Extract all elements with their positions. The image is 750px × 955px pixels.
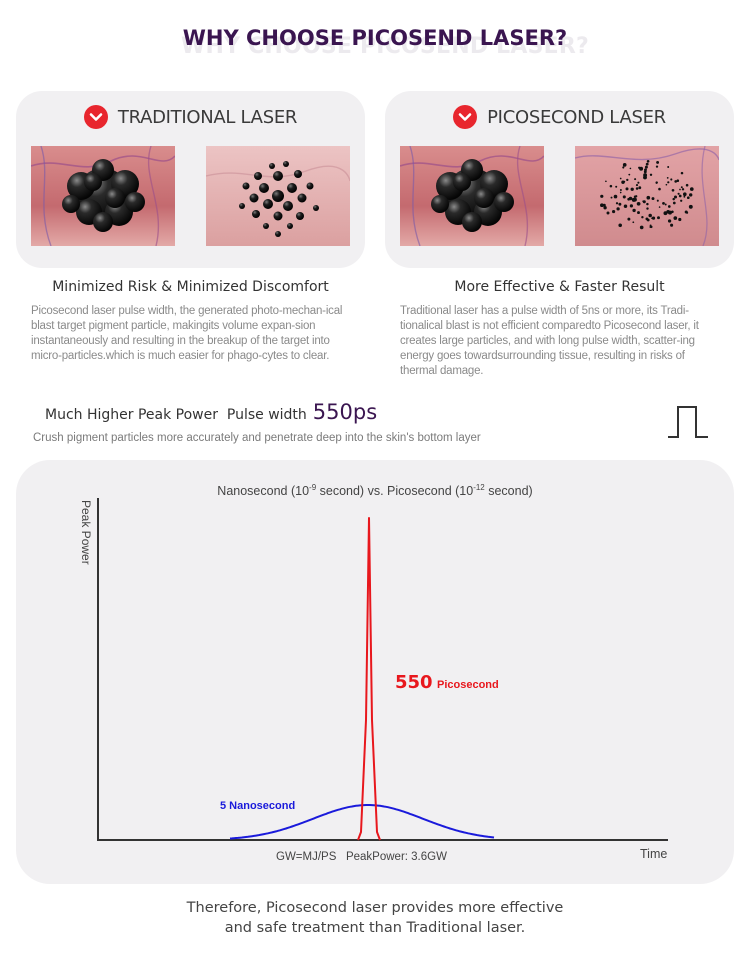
chart-title: Nanosecond (10-9 second) vs. Picosecond … xyxy=(217,483,532,498)
card-title: TRADITIONAL LASER xyxy=(117,106,298,128)
x-circle-icon xyxy=(83,105,108,129)
skin-large-particles-image xyxy=(400,146,544,246)
traditional-laser-card: TRADITIONAL LASER xyxy=(16,91,365,268)
conclusion-text: Therefore, Picosecond laser provides mor… xyxy=(0,898,750,938)
picosecond-unit-label: Picosecond xyxy=(437,679,499,691)
skin-fine-particles-image xyxy=(575,146,719,246)
card-title: PICOSECOND LASER xyxy=(487,106,666,128)
conclusion-line-2: and safe treatment than Traditional lase… xyxy=(224,920,526,936)
page-title: WHY CHOOSE PICOSEND LASER? xyxy=(182,26,568,50)
card-header: PICOSECOND LASER xyxy=(385,105,734,131)
peak-power-footnote: GW=MJ/PS PeakPower: 3.6GW xyxy=(276,851,447,863)
picosecond-description: Traditional laser has a pulse width of 5… xyxy=(400,305,699,377)
page-title-block: WHY CHOOSE PICOSEND LASER? WHY CHOOSE PI… xyxy=(0,22,750,68)
skin-large-particles-image xyxy=(31,146,175,246)
peak-power-label: Much Higher Peak Power Pulse width xyxy=(45,407,307,423)
picosecond-laser-card: PICOSECOND LASER xyxy=(385,91,734,268)
traditional-subheading: Minimized Risk & Minimized Discomfort xyxy=(52,279,329,295)
picosecond-subheading: More Effective & Faster Result xyxy=(454,279,665,295)
x-axis-label: Time xyxy=(640,847,667,861)
peak-power-heading: Much Higher Peak Power Pulse width 550ps xyxy=(45,400,377,424)
pulse-width-value: 550ps xyxy=(312,400,378,424)
page-title-shadow: WHY CHOOSE PICOSEND LASER? xyxy=(181,34,589,59)
picosecond-pulse-curve xyxy=(357,517,381,841)
card-header: TRADITIONAL LASER xyxy=(16,105,365,131)
pulse-comparison-chart: Nanosecond (10-9 second) vs. Picosecond … xyxy=(16,460,734,884)
skin-broken-particles-image xyxy=(206,146,350,246)
picosecond-value-label: 550 xyxy=(395,672,433,693)
pulse-wave-icon xyxy=(666,404,710,445)
chart-svg: Nanosecond (10-9 second) vs. Picosecond … xyxy=(79,483,668,863)
nanosecond-label: 5 Nanosecond xyxy=(220,800,295,812)
x-circle-icon xyxy=(453,105,478,129)
traditional-description: Picosecond laser pulse width, the genera… xyxy=(31,305,343,362)
y-axis-label: Peak Power xyxy=(79,500,93,565)
peak-power-subtext: Crush pigment particles more accurately … xyxy=(33,432,481,444)
conclusion-line-1: Therefore, Picosecond laser provides mor… xyxy=(186,900,564,916)
